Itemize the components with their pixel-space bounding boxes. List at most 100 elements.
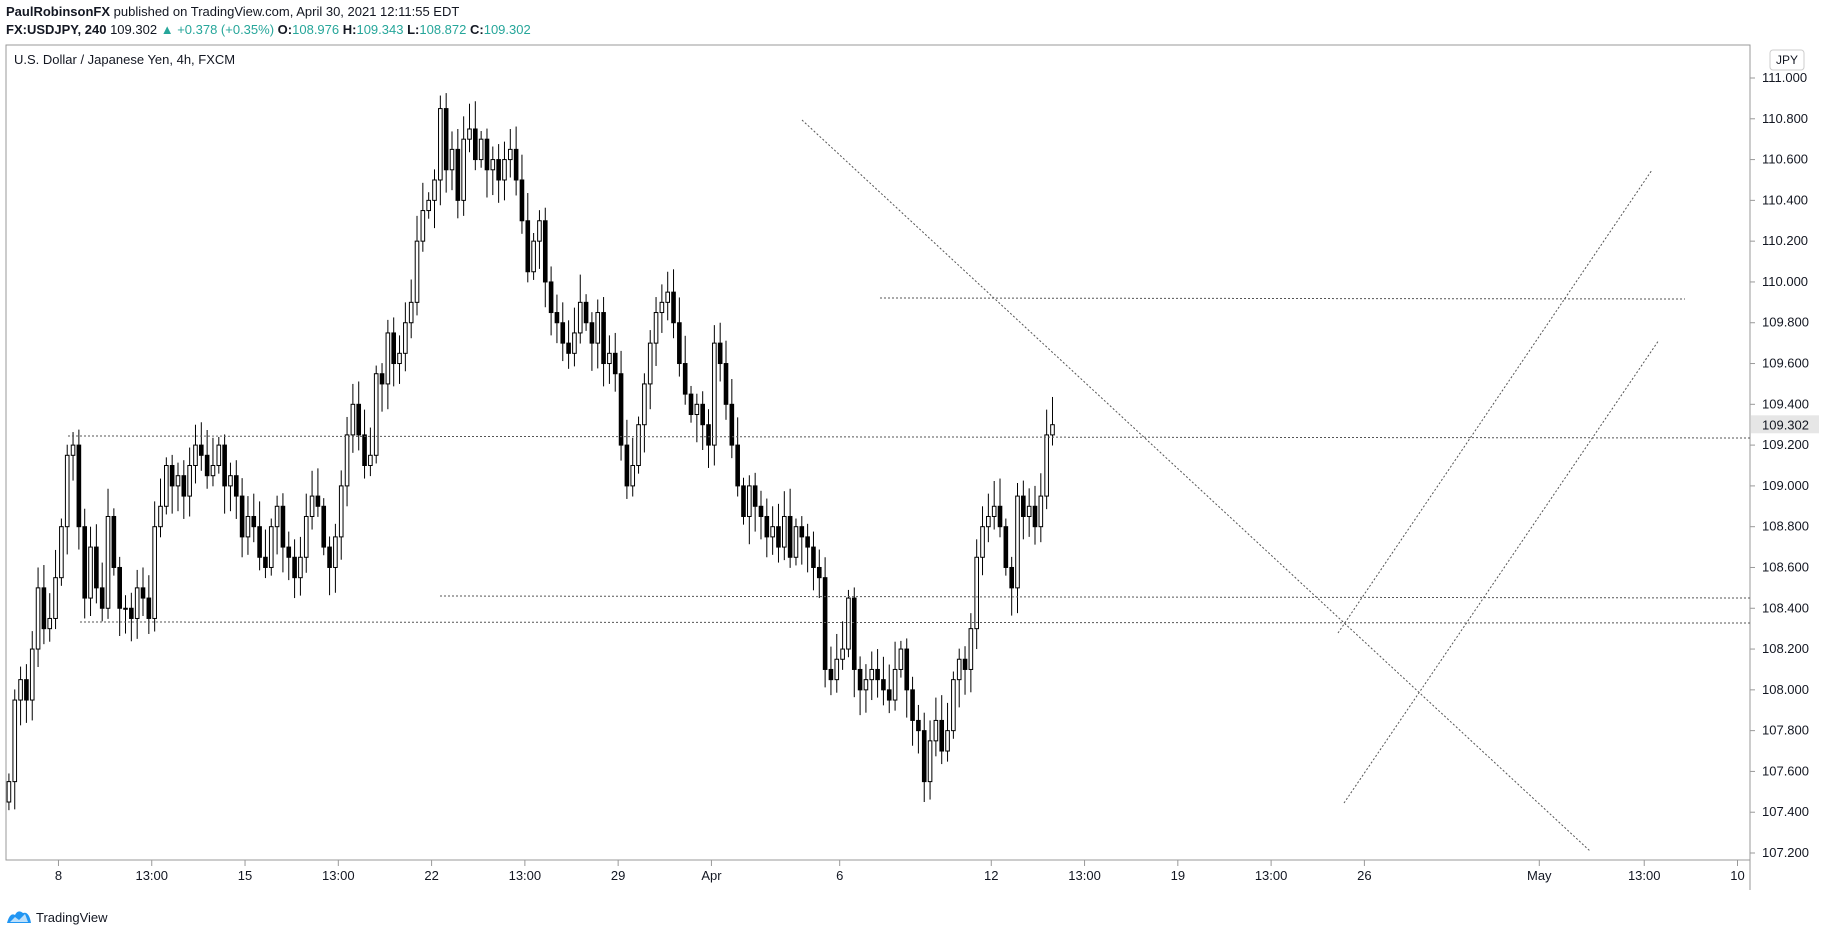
candle: [799, 516, 805, 565]
candle: [152, 501, 157, 632]
candle: [636, 416, 641, 474]
candle: [659, 284, 665, 333]
time-tick-label: 15: [238, 868, 252, 883]
candle: [589, 312, 595, 371]
time-tick-label: 12: [984, 868, 998, 883]
channel-lower-line[interactable]: [1343, 339, 1660, 804]
candle: [18, 666, 23, 726]
candle-body-up: [88, 546, 93, 599]
candle-body-up: [927, 740, 933, 783]
price-tick-label: 111.000: [1762, 70, 1807, 85]
candle-body-down: [706, 424, 711, 446]
candle: [741, 477, 746, 525]
time-tick-label: 13:00: [1628, 868, 1661, 883]
candle-body-up: [577, 301, 583, 334]
candle: [478, 131, 484, 168]
tradingview-footer[interactable]: TradingView: [6, 909, 108, 925]
price-tick-label: 108.000: [1762, 682, 1809, 697]
candle: [974, 539, 980, 650]
price-tick-label: 110.600: [1762, 152, 1808, 167]
candle: [251, 493, 257, 543]
candle: [607, 335, 612, 384]
candle: [414, 215, 420, 316]
candle: [59, 518, 64, 586]
candle-body-up: [840, 648, 845, 660]
candle-body-down: [76, 444, 82, 528]
candle-body-up: [438, 108, 443, 181]
candle: [612, 332, 618, 392]
candle: [898, 640, 904, 678]
candle-body-up: [694, 403, 700, 416]
candle-body-down: [671, 291, 676, 324]
drawings-layer[interactable]: [67, 119, 1751, 852]
candle: [525, 193, 531, 283]
candle: [286, 531, 292, 581]
horizontal-level-108-35[interactable]: [79, 621, 1751, 624]
symbol-label: FX:USDJPY, 240: [6, 22, 107, 37]
candle: [688, 385, 694, 423]
candle-body-down: [554, 312, 560, 324]
candle: [193, 424, 198, 484]
currency-badge[interactable]: [1769, 49, 1805, 71]
candle: [496, 144, 501, 203]
candle: [146, 575, 152, 634]
candle-body-down: [257, 526, 262, 558]
candle-body-down: [41, 587, 47, 630]
horizontal-level-109-93[interactable]: [879, 297, 1686, 300]
price-tick-label: 108.400: [1762, 600, 1809, 615]
candle-body-down: [292, 556, 297, 579]
candle: [461, 116, 466, 216]
last-price-box: [1751, 415, 1819, 434]
downtrend-line[interactable]: [801, 119, 1591, 852]
candle-body-up: [187, 465, 192, 497]
candle: [513, 126, 519, 196]
candle-body-up: [158, 505, 163, 528]
candle-body-up: [309, 495, 315, 517]
candle-body-up: [449, 148, 455, 171]
candle-body-down: [99, 587, 105, 609]
candle-body-down: [857, 668, 863, 691]
price-tick-label: 110.000: [1762, 274, 1808, 289]
candle: [198, 422, 204, 471]
candle: [980, 506, 985, 576]
time-axis[interactable]: 8 13:00 15 13:00 22 13:00 29 Apr 6 12 13:00 19 13:00…: [55, 860, 1745, 883]
candle: [70, 432, 76, 481]
candle: [350, 383, 356, 453]
candle-body-up: [461, 138, 466, 201]
price-tick-label: 109.200: [1762, 437, 1809, 452]
candle: [706, 409, 711, 468]
candle-body-down: [222, 444, 227, 487]
candle-body-up: [537, 220, 542, 242]
channel-upper-line[interactable]: [1337, 169, 1653, 634]
candle-body-up: [12, 699, 18, 783]
horizontal-level-109-22[interactable]: [67, 435, 1751, 439]
candle-body-up: [18, 679, 23, 701]
candle: [327, 536, 332, 596]
candle-body-down: [921, 730, 927, 783]
candle: [519, 154, 525, 234]
candle: [233, 460, 239, 519]
price-axis[interactable]: 111.000 110.800 110.600 110.400 110.200 110.0…: [1750, 70, 1809, 860]
candle-body-down: [886, 689, 892, 701]
candle-body-down: [729, 403, 735, 446]
candle-body-down: [286, 546, 292, 558]
candle-body-up: [350, 403, 356, 436]
candle: [665, 271, 671, 321]
candle: [671, 269, 676, 339]
horizontal-level-108-45[interactable]: [439, 595, 1751, 599]
candle-body-up: [344, 434, 350, 487]
candle: [956, 648, 962, 708]
candle: [886, 664, 892, 714]
candle-body-down: [566, 342, 571, 354]
low-value: 108.872: [419, 22, 467, 37]
price-tick-label: 107.600: [1762, 763, 1809, 778]
candle: [781, 491, 787, 561]
candle-body-down: [542, 220, 548, 283]
candle: [391, 317, 397, 387]
low-label: L:: [407, 22, 420, 37]
close-value: 109.302: [483, 22, 531, 37]
candle-body-down: [82, 526, 88, 599]
candle: [216, 436, 222, 474]
author-name[interactable]: PaulRobinsonFX: [6, 4, 110, 19]
